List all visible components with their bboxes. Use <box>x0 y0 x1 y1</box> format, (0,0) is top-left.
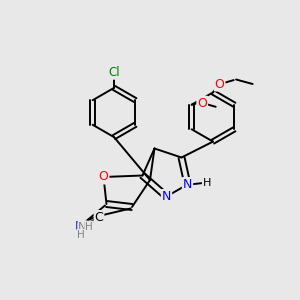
Text: N: N <box>78 221 87 232</box>
Text: Cl: Cl <box>108 66 120 79</box>
Text: O: O <box>99 170 108 184</box>
Text: N: N <box>183 178 192 191</box>
Text: N: N <box>162 190 171 203</box>
Text: O: O <box>197 97 207 110</box>
Text: H: H <box>77 230 85 240</box>
Text: O: O <box>215 77 224 91</box>
Text: H: H <box>85 221 93 232</box>
Text: H: H <box>203 178 211 188</box>
Text: C: C <box>94 211 103 224</box>
Text: N: N <box>75 220 84 233</box>
